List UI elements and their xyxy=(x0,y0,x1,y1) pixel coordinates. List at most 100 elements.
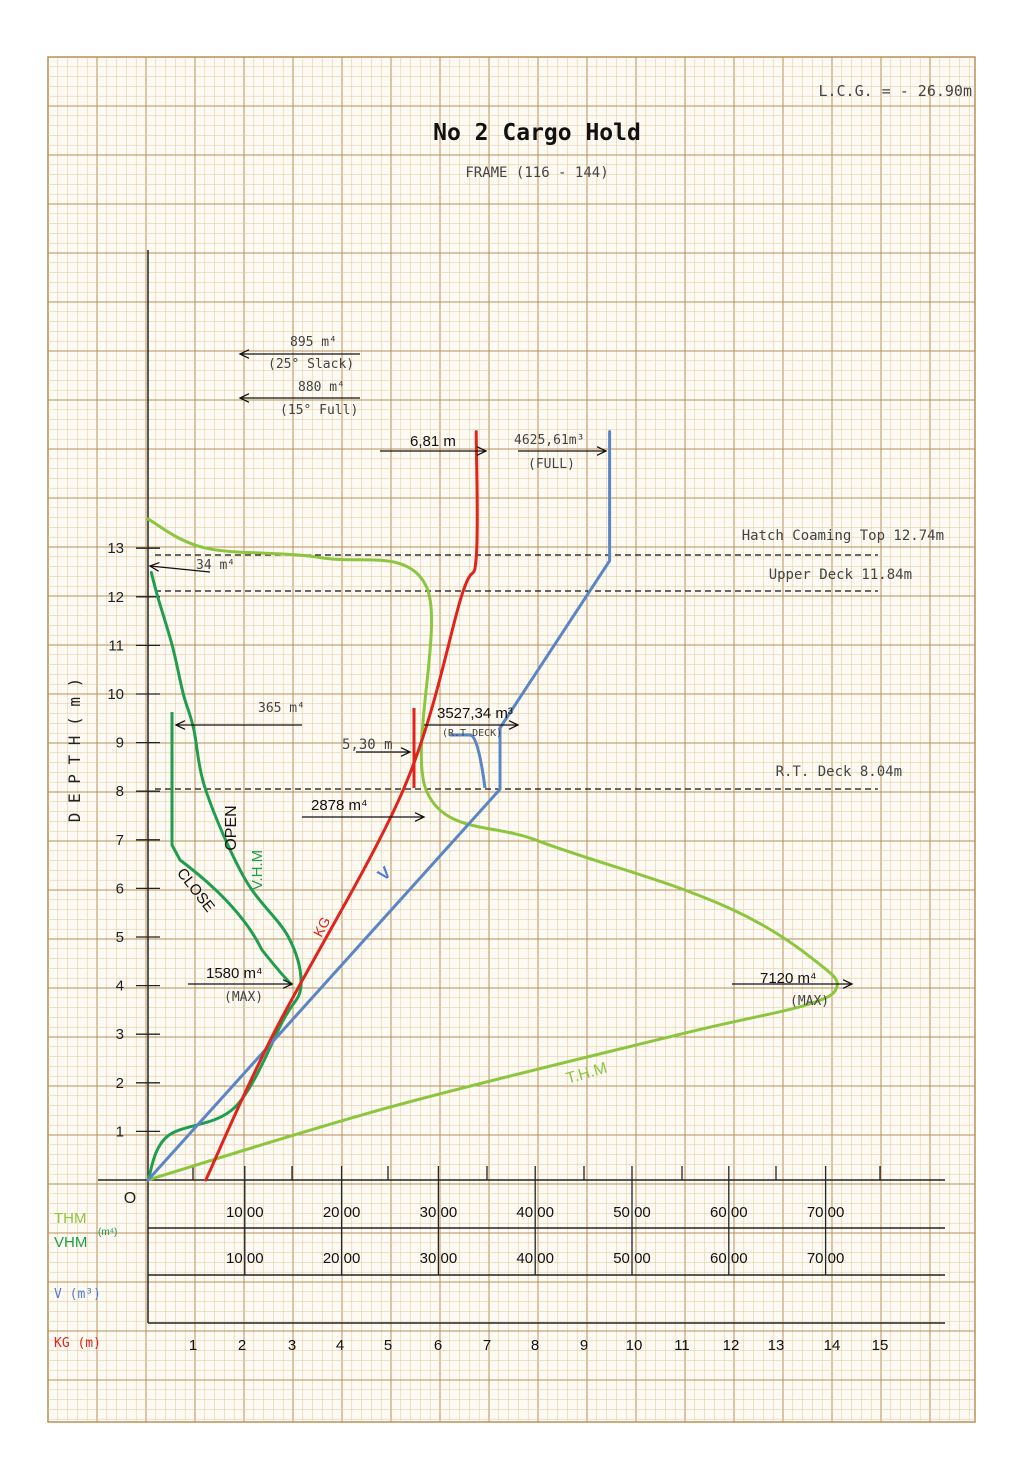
vhm-full-arrow-head xyxy=(238,393,250,403)
vhm-scale-row: 10 00 20 00 30 00 40 00 50 00 60 00 70 00 xyxy=(226,1228,844,1275)
moment-unit-label: (m⁴) xyxy=(98,1227,117,1238)
thm-tick-label: 30 00 xyxy=(420,1204,458,1221)
vhm-top-arrow xyxy=(149,565,211,573)
thm-max-arrow-head xyxy=(842,979,854,989)
depth-tick-label: 8 xyxy=(116,783,124,800)
kg-full-label: 6,81 m xyxy=(410,433,456,450)
kg-tick-label: 8 xyxy=(531,1337,539,1354)
v-rt-value: 3527,34 m³ xyxy=(437,705,513,722)
vhm-tick-label: 70 00 xyxy=(807,1250,845,1267)
frame-subtitle: FRAME (116 - 144) xyxy=(465,165,608,181)
depth-tick-label: 13 xyxy=(107,540,124,557)
depth-tick-label: 12 xyxy=(107,589,124,606)
vhm-tick-label: 60 00 xyxy=(710,1250,748,1267)
thm-tick-label: 20 00 xyxy=(323,1204,361,1221)
vhm-tick-label: 40 00 xyxy=(516,1250,554,1267)
open-curve-label: OPEN xyxy=(223,805,240,850)
vhm-tick-label: 30 00 xyxy=(420,1250,458,1267)
kg-scale-label: KG (m) xyxy=(54,1336,101,1351)
kg-tick-label: 6 xyxy=(434,1337,442,1354)
thm-rt-label: 2878 m⁴ xyxy=(311,797,367,814)
vhm-full-value: 880 m⁴ xyxy=(298,380,345,395)
thm-rt-arrow-head xyxy=(414,812,426,822)
depth-tick-label: 7 xyxy=(116,832,124,849)
vhm-tick-label: 20 00 xyxy=(323,1250,361,1267)
thm-max-note: (MAX) xyxy=(790,994,829,1009)
vhm-tick-label: 50 00 xyxy=(613,1250,651,1267)
depth-tick-label: 10 xyxy=(107,686,124,703)
graph-paper-grid xyxy=(47,56,976,1423)
kg-tick-label: 9 xyxy=(580,1337,588,1354)
chart-title: No 2 Cargo Hold xyxy=(433,120,641,146)
depth-tick-label: 1 xyxy=(116,1123,124,1140)
vhm-max-note: (MAX) xyxy=(224,990,263,1005)
depth-tick-label: 4 xyxy=(116,978,124,995)
vhm-curve xyxy=(146,571,303,1182)
v-full-arrow-head xyxy=(596,446,608,456)
vhm-slack-arrow-head xyxy=(238,349,250,359)
vhm-top-label: 34 m⁴ xyxy=(196,558,235,573)
thm-tick-label: 10 00 xyxy=(226,1204,264,1221)
vhm-slack-note: (25° Slack) xyxy=(268,357,354,372)
annotation-arrows xyxy=(148,349,854,989)
kg-rt-arrow-head xyxy=(400,747,412,757)
reference-line-label: Upper Deck 11.84m xyxy=(769,567,912,583)
vhm-close-branch xyxy=(170,712,294,987)
vhm-tick-label: 10 00 xyxy=(226,1250,264,1267)
thm-tick-label: 50 00 xyxy=(613,1204,651,1221)
vhm-max-arrow-head xyxy=(282,979,294,989)
lcg-label: L.C.G. = - 26.90m xyxy=(818,82,972,100)
depth-tick-label: 3 xyxy=(116,1026,124,1043)
v-full-note: (FULL) xyxy=(528,457,575,472)
thm-tick-label: 60 00 xyxy=(710,1204,748,1221)
kg-tick-label: 15 xyxy=(872,1337,889,1354)
kg-tick-label: 4 xyxy=(336,1337,344,1354)
scale-panel xyxy=(98,1179,945,1324)
kg-tick-label: 10 xyxy=(626,1337,643,1354)
vhm-mid-arrow-head xyxy=(174,720,186,730)
v-rt-arrow-head xyxy=(508,720,520,730)
kg-tick-label: 5 xyxy=(384,1337,392,1354)
depth-tick-label: 9 xyxy=(116,735,124,752)
depth-axis-label: D E P T H ( m ) xyxy=(65,678,84,823)
depth-tick-label: 6 xyxy=(116,880,124,897)
thm-tick-label: 40 00 xyxy=(516,1204,554,1221)
kg-tick-label: 13 xyxy=(768,1337,785,1354)
thm-curve xyxy=(146,517,839,1182)
depth-tick-label: 11 xyxy=(108,637,124,654)
kg-tick-label: 2 xyxy=(238,1337,246,1354)
vhm-full-note: (15° Full) xyxy=(280,403,358,418)
kg-tick-label: 7 xyxy=(483,1337,491,1354)
origin-label: O xyxy=(124,1190,136,1207)
thm-max-value: 7120 m⁴ xyxy=(760,970,816,987)
kg-rt-label: 5,30 m xyxy=(342,737,393,753)
vhm-curve-label: V.H.M xyxy=(249,850,266,890)
kg-tick-label: 11 xyxy=(674,1337,690,1354)
thm-scale-row: 10 00 20 00 30 00 40 00 50 00 60 00 70 00 xyxy=(226,1166,844,1228)
vhm-max-value: 1580 m⁴ xyxy=(206,965,262,982)
kg-tick-label: 14 xyxy=(824,1337,841,1354)
thm-scale-label: THM xyxy=(54,1210,87,1227)
vhm-scale-label: VHM xyxy=(54,1234,87,1251)
v-full-value: 4625,61m³ xyxy=(514,433,584,448)
depth-tick-label: 2 xyxy=(116,1075,124,1092)
kg-tick-label: 12 xyxy=(723,1337,740,1354)
reference-line-label: Hatch Coaming Top 12.74m xyxy=(742,528,944,544)
curves xyxy=(146,430,839,1182)
vhm-mid-label: 365 m⁴ xyxy=(258,701,305,716)
volume-rt-branch xyxy=(450,733,487,789)
kg-tick-label: 3 xyxy=(288,1337,296,1354)
kg-curve xyxy=(204,430,479,1182)
v-scale-label: V (m³) xyxy=(54,1287,101,1302)
v-rt-note: (R.T DECK) xyxy=(442,728,502,739)
annotations: 895 m⁴ (25° Slack) 880 m⁴ (15° Full) 6,8… xyxy=(173,335,829,1088)
kg-full-arrow-head xyxy=(476,446,488,456)
thm-tick-label: 70 00 xyxy=(807,1204,845,1221)
vhm-top-arrow-head xyxy=(148,561,160,572)
vhm-slack-value: 895 m⁴ xyxy=(290,335,337,350)
depth-tick-label: 5 xyxy=(116,929,124,946)
kg-scale-row: 1 2 3 4 5 6 7 8 9 10 11 12 13 14 15 xyxy=(189,1166,889,1354)
reference-line-label: R.T. Deck 8.04m xyxy=(776,764,902,780)
